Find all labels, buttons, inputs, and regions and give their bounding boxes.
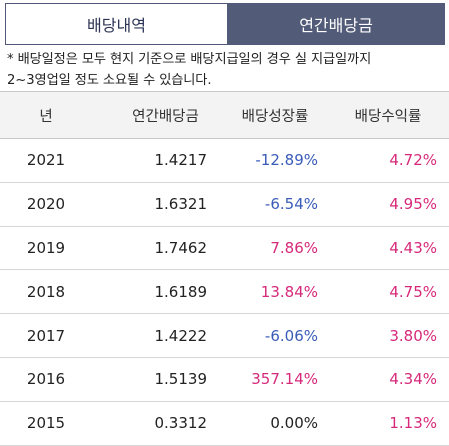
annual-dividend-cell: 1.6189	[92, 269, 210, 315]
annual-dividend-cell: 1.7462	[92, 226, 210, 271]
tab-dividend-history[interactable]: 배당내역	[5, 3, 227, 45]
table-row: 2018 1.6189 13.84% 4.75%	[0, 269, 449, 315]
dividend-growth-cell: 357.14%	[210, 357, 327, 402]
year-cell: 2016	[0, 357, 92, 402]
tab-annual-dividend[interactable]: 연간배당금	[227, 3, 445, 45]
annual-dividend-cell: 1.5139	[92, 357, 210, 402]
table-row: 2016 1.5139 357.14% 4.34%	[0, 357, 449, 402]
annual-dividend-table: 년 연간배당금 배당성장률 배당수익률 2021 1.4217 -12.89% 4.7…	[0, 91, 449, 446]
year-cell: 2018	[0, 269, 92, 315]
table-row: 2021 1.4217 -12.89% 4.72%	[0, 138, 449, 183]
dividend-yield-cell: 4.72%	[327, 138, 449, 183]
notice-line-2: 2~3영업일 정도 소요될 수 있습니다.	[7, 73, 212, 88]
tab-bar: 배당내역 연간배당금	[0, 0, 449, 49]
table-row: 2019 1.7462 7.86% 4.43%	[0, 226, 449, 271]
table-row: 2020 1.6321 -6.54% 4.95%	[0, 182, 449, 227]
year-cell: 2020	[0, 182, 92, 227]
dividend-yield-cell: 4.75%	[327, 269, 449, 315]
dividend-yield-cell: 4.34%	[327, 357, 449, 402]
dividend-yield-cell: 3.80%	[327, 313, 449, 358]
dividend-yield-cell: 4.95%	[327, 182, 449, 227]
notice-line-1: * 배당일정은 모두 현지 기준으로 배당지급일의 경우 실 지급일까지	[7, 52, 372, 67]
header-dividend-growth: 배당성장률	[210, 91, 327, 139]
annual-dividend-cell: 0.3312	[92, 401, 210, 446]
year-cell: 2017	[0, 313, 92, 358]
dividend-growth-cell: 13.84%	[210, 269, 327, 315]
dividend-yield-cell: 4.43%	[327, 226, 449, 271]
dividend-growth-cell: -6.54%	[210, 182, 327, 227]
table-row: 2015 0.3312 0.00% 1.13%	[0, 401, 449, 446]
year-cell: 2021	[0, 138, 92, 183]
annual-dividend-cell: 1.4217	[92, 138, 210, 183]
annual-dividend-cell: 1.6321	[92, 182, 210, 227]
dividend-growth-cell: -12.89%	[210, 138, 327, 183]
year-cell: 2019	[0, 226, 92, 271]
dividend-growth-cell: 7.86%	[210, 226, 327, 271]
annual-dividend-cell: 1.4222	[92, 313, 210, 358]
header-annual-dividend: 연간배당금	[92, 91, 210, 139]
dividend-notice: * 배당일정은 모두 현지 기준으로 배당지급일의 경우 실 지급일까지 2~3…	[7, 49, 443, 91]
year-cell: 2015	[0, 401, 92, 446]
dividend-growth-cell: -6.06%	[210, 313, 327, 358]
dividend-growth-cell: 0.00%	[210, 401, 327, 446]
header-dividend-yield: 배당수익률	[327, 91, 449, 139]
table-row: 2017 1.4222 -6.06% 3.80%	[0, 313, 449, 358]
dividend-yield-cell: 1.13%	[327, 401, 449, 446]
table-header-row: 년 연간배당금 배당성장률 배당수익률	[0, 91, 449, 139]
header-year: 년	[0, 91, 92, 139]
